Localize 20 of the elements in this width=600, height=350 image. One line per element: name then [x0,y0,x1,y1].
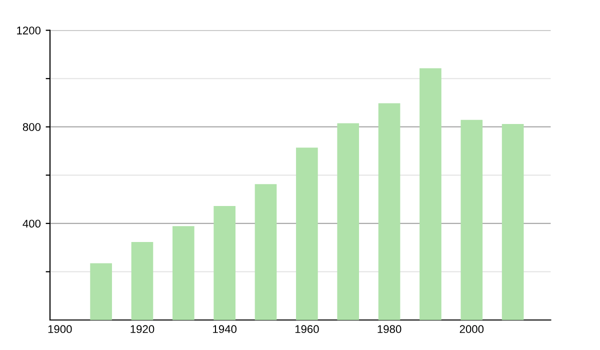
bar [90,263,112,320]
bar [172,226,194,320]
bar [337,123,360,320]
x-tick-label: 1920 [130,325,154,334]
bar [131,242,154,320]
x-tick-label: 1980 [378,325,402,334]
y-tick-label: 400 [22,220,41,228]
bar [214,206,236,320]
y-tick-label: 1200 [17,26,41,34]
bar [254,184,277,320]
x-tick-label: 2000 [460,325,484,334]
bar [420,68,442,320]
x-tick-label: 1940 [213,325,237,334]
x-tick-label: 1960 [295,325,319,334]
bar [460,120,483,320]
bar [502,124,524,320]
bar [378,103,400,320]
y-tick-label: 800 [22,123,41,131]
bar [296,148,318,320]
x-tick-label: 1900 [48,325,72,334]
